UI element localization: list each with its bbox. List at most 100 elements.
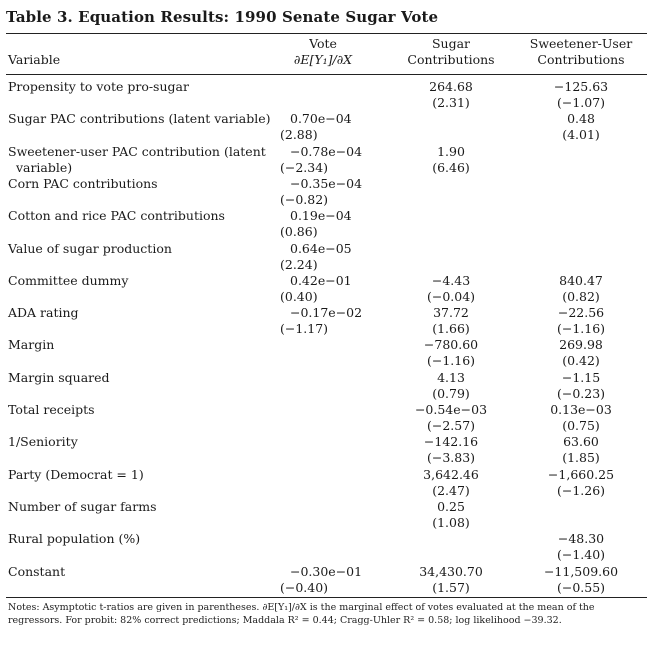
sweetener-value-cell: 0.48 (4.01) (531, 111, 631, 143)
sugar-t-ratio: (1.66) (432, 321, 470, 337)
sugar-value: 0.25 (437, 498, 465, 514)
header-sugar-line1: Sugar (431, 36, 471, 51)
sugar-t-ratio: (2.47) (432, 482, 470, 498)
sweetener-value: −22.56 (557, 305, 605, 321)
sweetener-value-cell: 269.98 (0.42) (531, 337, 631, 369)
sugar-t-ratio: (−2.57) (426, 418, 476, 433)
table-row: Rural population (%) −48.30 (−1.40) (6, 531, 647, 565)
sweetener-value-cell: 63.60 (1.85) (531, 434, 631, 466)
sugar-value: −142.16 (423, 434, 479, 450)
sugar-t-ratio: (2.31) (432, 95, 470, 110)
vote-t-ratio: (0.40) (280, 288, 318, 304)
row-label: ADA rating (8, 305, 79, 321)
vote-value-cell: 0.19e−04 (0.86) (276, 208, 366, 240)
sweetener-t-ratio: (−1.16) (556, 321, 606, 337)
table-row: Margin squared 4.13 (0.79) −1.15 (−0.23) (6, 370, 647, 404)
vote-value-cell: −0.78e−04 (−2.34) (276, 144, 366, 176)
vote-value-cell: 0.70e−04 (2.88) (276, 111, 366, 143)
row-label: Value of sugar production (8, 240, 172, 256)
sweetener-value: −11,509.60 (543, 563, 619, 579)
row-label: Margin (8, 337, 55, 353)
sugar-value-cell: −142.16 (−3.83) (401, 434, 501, 466)
row-label: Cotton and rice PAC contributions (8, 208, 225, 224)
vote-value-cell: −0.17e−02 (−1.17) (276, 305, 366, 337)
row-label: Margin squared (8, 369, 110, 385)
table-row: Margin −780.60 (−1.16) 269.98 (0.42) (6, 337, 647, 371)
sweetener-t-ratio: (−1.26) (556, 482, 606, 498)
row-label: Total receipts (8, 402, 95, 417)
sugar-value-cell: 3,642.46 (2.47) (401, 467, 501, 499)
sugar-t-ratio: (6.46) (432, 159, 470, 175)
vote-value: 0.70e−04 (290, 111, 352, 127)
vote-value: 0.19e−04 (290, 208, 352, 224)
sweetener-t-ratio: (0.75) (562, 418, 600, 433)
sweetener-t-ratio: (−0.23) (556, 385, 606, 401)
sweetener-value-cell: −1,660.25 (−1.26) (531, 467, 631, 499)
vote-value-cell: 0.64e−05 (2.24) (276, 241, 366, 273)
header-vote-line2: ∂E[Y₁]/∂X (293, 52, 353, 67)
sugar-value-cell: 37.72 (1.66) (401, 305, 501, 337)
sugar-t-ratio: (0.79) (432, 385, 470, 401)
header-sugar-line2: Contributions (407, 52, 495, 67)
sugar-value: −4.43 (431, 272, 471, 288)
sweetener-value: −48.30 (557, 531, 605, 547)
vote-t-ratio: (−1.17) (280, 321, 329, 337)
sugar-value: −780.60 (423, 337, 479, 353)
sweetener-value: 840.47 (559, 272, 603, 288)
header-sugar: Sugar Contributions (401, 36, 501, 68)
bottom-rule (6, 597, 647, 598)
row-label: Propensity to vote pro-sugar (8, 79, 189, 94)
vote-t-ratio: (−0.82) (280, 191, 329, 207)
row-label: Sugar PAC contributions (latent variable… (8, 111, 271, 127)
row-label: 1/Seniority (8, 434, 78, 450)
table-title: Table 3. Equation Results: 1990 Senate S… (6, 8, 439, 26)
vote-value: 0.64e−05 (290, 240, 352, 256)
table-row: Committee dummy 0.42e−01 (0.40) −4.43 (−0.04… (6, 273, 647, 307)
table-row: Party (Democrat = 1) 3,642.46 (2.47) −1,660… (6, 467, 647, 501)
sugar-t-ratio: (1.08) (432, 514, 470, 530)
sugar-value-cell: −4.43 (−0.04) (401, 273, 501, 305)
sugar-value-cell: −0.54e−03 (−2.57) (401, 402, 501, 434)
sweetener-value: −125.63 (553, 79, 609, 94)
table-notes: Notes: Asymptotic t-ratios are given in … (8, 602, 595, 626)
sugar-t-ratio: (−3.83) (426, 450, 476, 466)
row-label: Constant (8, 563, 66, 579)
sweetener-value: −1,660.25 (547, 466, 615, 482)
table-row: Total receipts −0.54e−03 (−2.57) 0.13e−03 (0… (6, 402, 647, 436)
sweetener-t-ratio: (−1.40) (556, 547, 606, 563)
table-row: Number of sugar farms 0.25 (1.08) (6, 499, 647, 533)
sugar-value: 37.72 (433, 305, 469, 321)
vote-value: −0.17e−02 (290, 305, 363, 321)
table-page: Table 3. Equation Results: 1990 Senate S… (6, 6, 647, 627)
sugar-value-cell: 1.90 (6.46) (401, 144, 501, 176)
row-label: Party (Democrat = 1) (8, 466, 144, 482)
sugar-value-cell: −780.60 (−1.16) (401, 337, 501, 369)
row-label: Number of sugar farms (8, 498, 157, 514)
sugar-value-cell: 0.25 (1.08) (401, 499, 501, 531)
header-sweet-line2: Contributions (537, 52, 625, 67)
header-rule (6, 74, 647, 75)
sugar-value: 264.68 (429, 79, 473, 94)
sweetener-t-ratio: (1.85) (562, 450, 600, 466)
row-label: Sweetener-user PAC contribution (latent … (8, 143, 266, 175)
vote-value: −0.78e−04 (290, 143, 363, 159)
sugar-value: 34,430.70 (419, 563, 483, 579)
sweetener-t-ratio: (−1.07) (556, 95, 606, 110)
sugar-value-cell: 264.68 (2.31) (401, 79, 501, 111)
sweetener-value: 63.60 (563, 434, 599, 450)
header-vote: Vote ∂E[Y₁]/∂X (278, 36, 368, 68)
table-row: Constant −0.30e−01 (−0.40) 34,430.70 (1.57) −… (6, 564, 647, 598)
vote-value: −0.30e−01 (290, 563, 363, 579)
sugar-t-ratio: (1.57) (432, 579, 470, 595)
row-label: Corn PAC contributions (8, 175, 158, 191)
sugar-value: −0.54e−03 (414, 402, 488, 417)
vote-value-cell: −0.30e−01 (−0.40) (276, 564, 366, 596)
table-row: 1/Seniority −142.16 (−3.83) 63.60 (1.85) (6, 434, 647, 468)
vote-t-ratio: (0.86) (280, 224, 318, 240)
top-rule (6, 33, 647, 34)
vote-value-cell: −0.35e−04 (−0.82) (276, 176, 366, 208)
sweetener-t-ratio: (−0.55) (556, 579, 606, 595)
vote-t-ratio: (−2.34) (280, 159, 329, 175)
sweetener-value: 0.13e−03 (550, 402, 612, 417)
row-label: Rural population (%) (8, 531, 141, 547)
